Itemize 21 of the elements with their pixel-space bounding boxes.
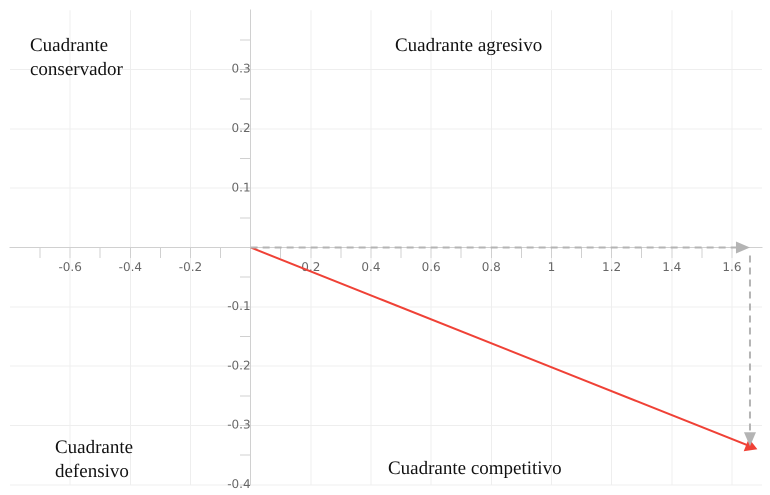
x-tick-label: 0.6 [422,260,441,274]
x-tick-label: 1.4 [662,260,682,274]
x-tick-label: -0.2 [178,260,202,274]
annotation: Cuadrante competitivo [388,457,563,481]
x-tick-label: 0.8 [482,260,501,274]
y-tick-label: -0.3 [227,418,251,432]
x-tick-label: -0.6 [58,260,82,274]
x-tick-label: 1 [548,260,556,274]
y-tick-label: 0.3 [232,62,251,76]
y-tick-label: 0.1 [232,180,251,194]
x-tick-label: -0.4 [118,260,142,274]
y-tick-label: -0.2 [227,358,251,372]
x-tick-label: 1.6 [722,260,742,274]
y-tick-label: 0.2 [232,120,251,135]
annotation: Cuadrante conservador [30,34,124,82]
y-tick-label: -0.1 [227,298,251,313]
annotation: Cuadrante defensivo [55,436,134,484]
x-tick-label: 1.2 [602,260,622,274]
x-tick-label: 0.4 [361,260,381,274]
y-tick-label: -0.4 [227,476,251,491]
annotation: Cuadrante agresivo [395,34,544,58]
